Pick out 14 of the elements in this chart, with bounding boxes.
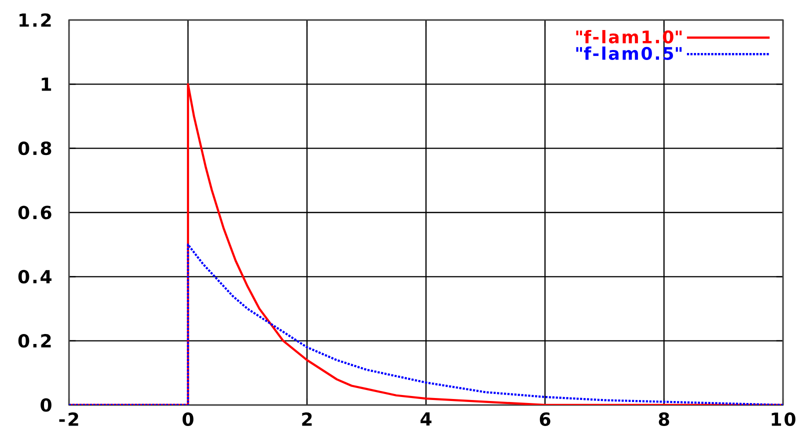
x-tick-label: 2 (302, 412, 312, 426)
y-tick-label: 0.2 (18, 334, 51, 348)
x-tick-label: 0 (182, 412, 194, 426)
y-tick-label: 0.4 (18, 270, 52, 284)
x-tick-label: 8 (658, 412, 670, 426)
x-tick-label: -2 (59, 412, 78, 426)
x-tick-label: 6 (540, 412, 550, 426)
y-tick-label: 1.2 (20, 13, 51, 27)
y-tick-label: 0.8 (18, 142, 52, 156)
x-tick-label: 4 (420, 412, 432, 426)
x-tick-label: 10 (772, 412, 796, 426)
y-tick-label: 0 (40, 398, 52, 412)
y-tick-label: 0.6 (18, 206, 52, 220)
y-tick-label: 1 (42, 78, 52, 91)
